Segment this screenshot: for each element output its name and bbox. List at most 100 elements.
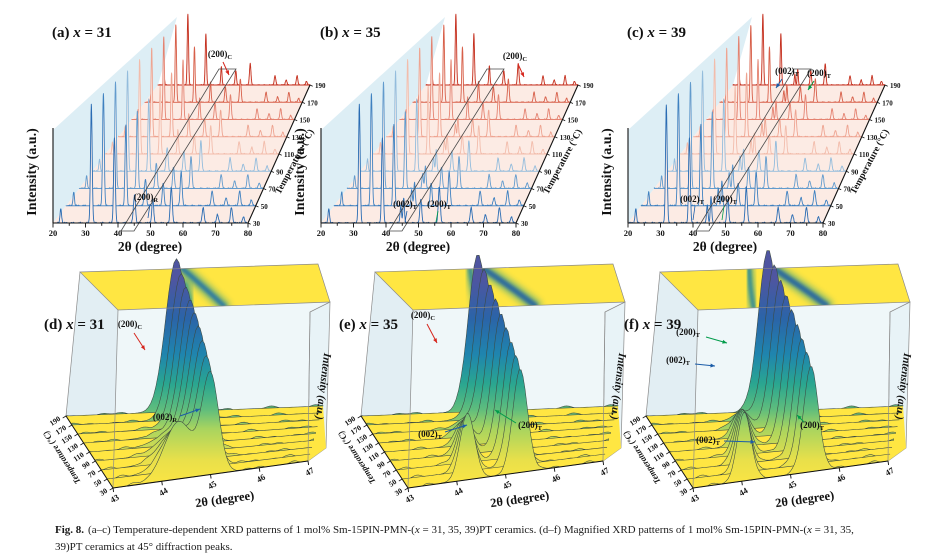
svg-text:Intensity (a.u.): Intensity (a.u.) xyxy=(600,128,615,216)
svg-text:47: 47 xyxy=(303,465,316,478)
xrd-curve-190C xyxy=(425,13,579,86)
panel-c: 190 170 150 130 110 90 70 50 30 20 30 40 50 60 70 80 2θ … xyxy=(600,13,901,254)
svg-text:40: 40 xyxy=(689,228,698,238)
xrd-curve-70C xyxy=(346,81,532,189)
svg-text:40: 40 xyxy=(114,228,123,238)
svg-text:60: 60 xyxy=(179,228,188,238)
xrd-curve-90C xyxy=(91,70,272,172)
xrd-curve-130C xyxy=(118,47,288,138)
svg-text:130: 130 xyxy=(560,134,571,142)
svg-text:50: 50 xyxy=(529,203,537,211)
svg-text:70: 70 xyxy=(86,468,97,480)
svg-text:43: 43 xyxy=(403,492,415,505)
svg-text:170: 170 xyxy=(307,99,318,107)
peak-label: (002)T xyxy=(393,199,418,211)
svg-text:20: 20 xyxy=(624,228,633,238)
svg-text:60: 60 xyxy=(754,228,763,238)
peak-label: (002)T xyxy=(775,66,800,78)
svg-text:2θ (degree): 2θ (degree) xyxy=(386,239,450,254)
svg-text:50: 50 xyxy=(261,203,269,211)
xrd-curve-170C xyxy=(412,24,571,103)
svg-text:190: 190 xyxy=(583,82,594,90)
surface-slice-110C xyxy=(669,309,896,453)
svg-text:130: 130 xyxy=(292,134,303,142)
svg-text:2θ (degree): 2θ (degree) xyxy=(489,488,550,508)
panel-title: (f) x = 39 xyxy=(624,317,681,333)
svg-text:2θ (degree): 2θ (degree) xyxy=(118,239,182,254)
peak-label: (002)T xyxy=(418,429,443,441)
svg-text:30: 30 xyxy=(393,486,404,498)
svg-text:Intensity (a.u.): Intensity (a.u.) xyxy=(25,128,40,216)
peak-label: (200)C xyxy=(208,49,233,61)
panel-a: 190 170 150 130 110 90 70 50 30 20 30 40 50 60 70 80 2θ … xyxy=(25,13,326,254)
svg-text:70: 70 xyxy=(381,468,392,480)
highlight-box-45deg xyxy=(388,68,505,232)
svg-text:90: 90 xyxy=(544,168,552,176)
svg-text:50: 50 xyxy=(146,228,155,238)
svg-text:190: 190 xyxy=(890,82,901,90)
xrd-curve-90C xyxy=(359,70,540,172)
temperature-axis xyxy=(515,84,579,224)
svg-text:110: 110 xyxy=(284,151,295,159)
panel-title: (c) x = 39 xyxy=(627,25,686,41)
svg-text:2θ (degree): 2θ (degree) xyxy=(194,488,255,508)
svg-text:46: 46 xyxy=(255,472,267,485)
svg-text:43: 43 xyxy=(108,492,120,505)
svg-text:30: 30 xyxy=(656,228,665,238)
svg-text:110: 110 xyxy=(552,151,563,159)
xrd-curve-50C xyxy=(640,93,832,207)
svg-text:2θ (degree): 2θ (degree) xyxy=(774,488,835,508)
svg-text:70: 70 xyxy=(537,186,545,194)
xrd-curve-150C xyxy=(399,36,563,120)
peak-label: (200)C xyxy=(503,51,528,63)
svg-text:90: 90 xyxy=(276,168,284,176)
xrd-curve-70C xyxy=(653,81,839,189)
arrowhead xyxy=(433,338,437,343)
temperature-axis xyxy=(247,84,311,224)
figure-caption-label: Fig. 8. xyxy=(55,524,85,536)
svg-text:50: 50 xyxy=(721,228,730,238)
svg-text:50: 50 xyxy=(92,477,103,489)
svg-text:30: 30 xyxy=(349,228,358,238)
arrowhead xyxy=(495,410,500,415)
xrd-curve-170C xyxy=(144,24,303,103)
top-projection-face xyxy=(660,264,910,310)
xrd-curve-130C xyxy=(386,47,556,138)
svg-text:46: 46 xyxy=(835,472,847,485)
xrd-curve-90C xyxy=(666,70,847,172)
svg-text:50: 50 xyxy=(414,228,423,238)
peak-label: (002)R xyxy=(153,412,178,424)
peak-label: (002)T xyxy=(696,435,721,447)
arrowhead xyxy=(520,72,524,77)
peak-label: (200)T xyxy=(807,68,832,80)
arrowhead xyxy=(776,83,781,88)
peak-label: (002)T xyxy=(666,355,691,367)
xrd-curve-110C xyxy=(373,59,548,155)
svg-text:150: 150 xyxy=(300,117,311,125)
figure-caption: Fig. 8. (a–c) Temperature-dependent XRD p… xyxy=(55,522,877,555)
surface-slice-70C xyxy=(396,342,608,471)
peak-label: (002)T xyxy=(680,194,705,206)
xrd-curve-30C xyxy=(627,104,824,224)
surface-slice-90C xyxy=(675,324,894,462)
svg-text:50: 50 xyxy=(836,203,844,211)
panel-title: (b) x = 35 xyxy=(320,25,381,41)
svg-text:Intensity (a.u.): Intensity (a.u.) xyxy=(293,128,308,216)
arrowhead xyxy=(710,363,715,368)
surface-slice-130C xyxy=(663,295,898,444)
svg-text:30: 30 xyxy=(828,220,836,228)
peak-label: (200)T xyxy=(800,420,825,432)
surface-slice-70C xyxy=(681,338,893,471)
svg-text:150: 150 xyxy=(875,117,886,125)
xrd-curve-190C xyxy=(157,13,311,86)
surface-slice-50C xyxy=(401,355,606,480)
highlight-box-45deg xyxy=(695,68,812,232)
svg-text:50: 50 xyxy=(387,477,398,489)
svg-text:60: 60 xyxy=(447,228,456,238)
arrowhead xyxy=(140,345,145,350)
peak-label: (200)T xyxy=(713,194,738,206)
panel-title: (d) x = 31 xyxy=(44,317,105,333)
